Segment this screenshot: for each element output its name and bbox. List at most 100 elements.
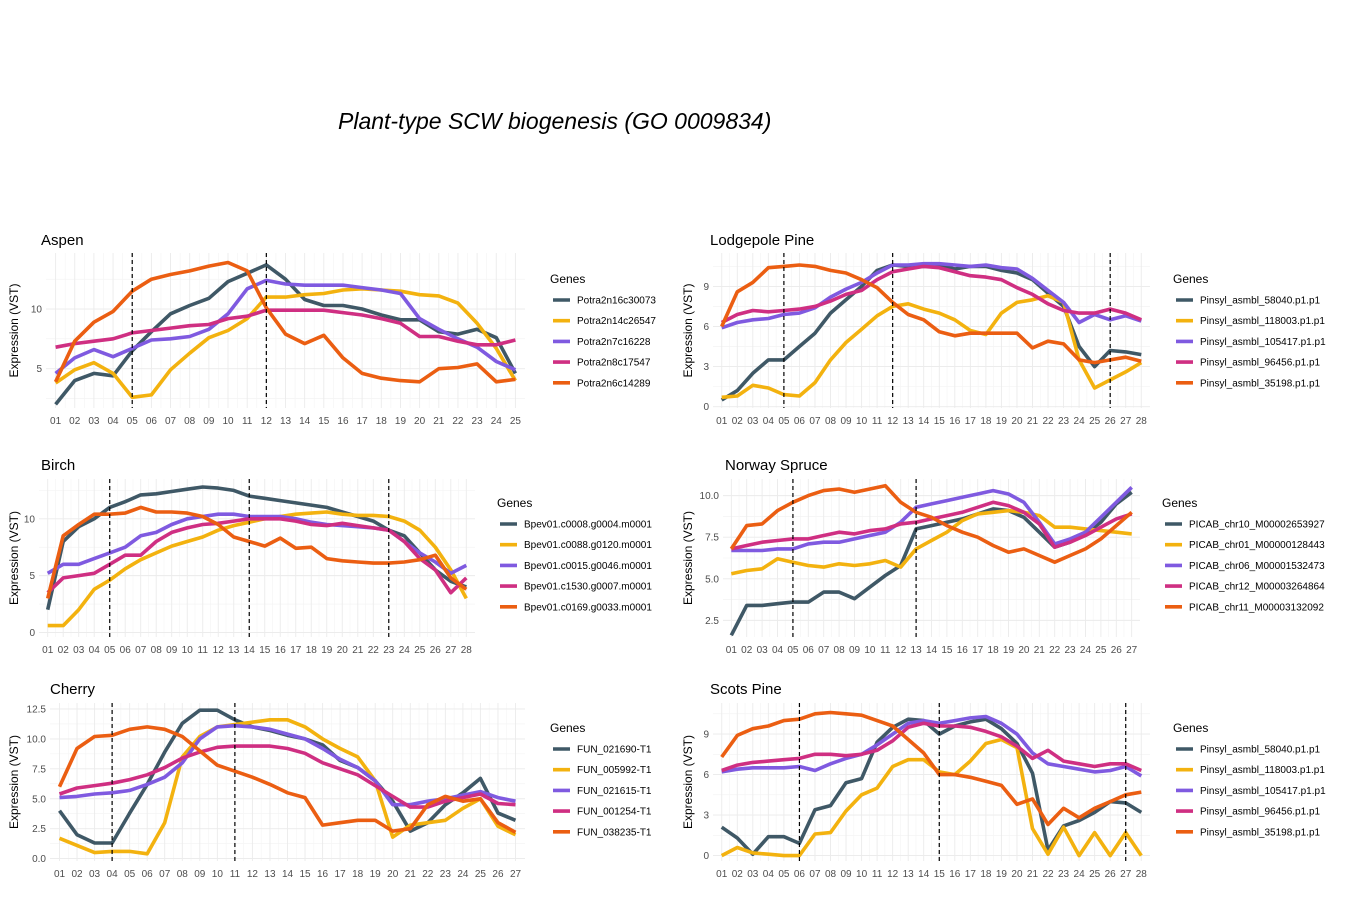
- x-tick-label: 04: [772, 645, 784, 656]
- chart-panel-3: 01 02 03 04 05 06 07 08 09 10 11 12 13 14 15 16 17 18 19 20…: [7, 457, 652, 656]
- x-tick-label: 20: [414, 416, 426, 427]
- x-tick-label: 11: [198, 645, 209, 656]
- x-tick-label: 23: [440, 869, 452, 880]
- legend-label: FUN_005992-T1: [577, 765, 652, 776]
- x-tick-label: 13: [228, 645, 240, 656]
- x-tick-label: 13: [903, 869, 915, 880]
- x-tick-label: 19: [321, 645, 333, 656]
- y-tick-label: 10: [24, 514, 36, 525]
- x-tick-label: 04: [107, 869, 119, 880]
- legend-label: Potra2n8c17547: [577, 358, 651, 369]
- panel-title: Aspen: [41, 232, 84, 249]
- y-tick-label: 6: [703, 322, 709, 333]
- x-tick-label: 05: [778, 869, 790, 880]
- x-tick-label: 06: [794, 416, 806, 427]
- y-tick-label: 0: [703, 402, 709, 413]
- x-tick-label: 28: [461, 645, 473, 656]
- y-tick-label: 6: [703, 770, 709, 781]
- x-tick-label: 15: [934, 416, 946, 427]
- x-tick-label: 16: [957, 645, 969, 656]
- series-line-5: [57, 725, 517, 834]
- x-tick-label: 10: [182, 645, 194, 656]
- x-tick-label: 21: [352, 645, 364, 656]
- x-tick-label: 18: [988, 645, 1000, 656]
- legend-title: Genes: [550, 272, 585, 286]
- x-tick-label: 07: [809, 416, 821, 427]
- x-tick-label: 07: [165, 416, 177, 427]
- panel-title: Lodgepole Pine: [710, 232, 814, 249]
- legend-label: PICAB_chr06_M00001532473: [1189, 561, 1325, 572]
- x-tick-label: 22: [1042, 869, 1054, 880]
- x-tick-label: 17: [972, 645, 984, 656]
- x-tick-label: 23: [1058, 416, 1070, 427]
- x-tick-label: 01: [54, 869, 66, 880]
- x-tick-label: 20: [1018, 645, 1030, 656]
- x-tick-label: 08: [177, 869, 189, 880]
- x-tick-label: 23: [383, 645, 395, 656]
- legend-label: Pinsyl_asmbl_105417.p1.p1: [1200, 337, 1326, 348]
- y-axis-label: Expression (VST): [7, 283, 21, 377]
- legend-label: PICAB_chr11_M00003132092: [1189, 602, 1324, 613]
- legend-title: Genes: [1173, 721, 1208, 735]
- x-tick-label: 12: [887, 416, 899, 427]
- x-tick-label: 14: [282, 869, 294, 880]
- x-tick-label: 03: [757, 645, 769, 656]
- x-tick-label: 06: [142, 869, 154, 880]
- y-tick-label: 0.0: [32, 854, 46, 865]
- legend-title: Genes: [497, 496, 532, 510]
- legend-label: Potra2n14c26547: [577, 316, 656, 327]
- y-axis-label: Expression (VST): [7, 511, 21, 605]
- x-tick-label: 16: [949, 869, 961, 880]
- y-tick-label: 10.0: [700, 491, 720, 502]
- x-tick-label: 03: [747, 869, 759, 880]
- y-tick-label: 0: [703, 851, 709, 862]
- x-tick-label: 02: [732, 416, 744, 427]
- x-tick-label: 20: [337, 645, 349, 656]
- x-tick-label: 15: [318, 416, 330, 427]
- x-tick-label: 28: [1136, 869, 1148, 880]
- x-tick-label: 24: [457, 869, 469, 880]
- x-tick-label: 10: [212, 869, 224, 880]
- x-tick-label: 10: [222, 416, 234, 427]
- x-tick-label: 22: [1049, 645, 1061, 656]
- y-tick-label: 9: [703, 730, 709, 741]
- legend-label: Potra2n7c16228: [577, 337, 651, 348]
- x-tick-label: 06: [120, 645, 132, 656]
- y-tick-label: 12.5: [27, 704, 47, 715]
- x-tick-label: 19: [1003, 645, 1015, 656]
- x-tick-label: 09: [166, 645, 178, 656]
- x-tick-label: 06: [803, 645, 815, 656]
- x-tick-label: 01: [50, 416, 62, 427]
- x-tick-label: 21: [1027, 416, 1039, 427]
- y-axis-label: Expression (VST): [7, 735, 21, 829]
- x-tick-label: 16: [949, 416, 961, 427]
- chart-panel-6: 01 02 03 04 05 06 07 08 09 10 11 12 13 14 15 16 17 18 19 20…: [681, 681, 1326, 880]
- x-tick-label: 27: [1126, 645, 1138, 656]
- figure-title: Plant-type SCW biogenesis (GO 0009834): [338, 108, 772, 134]
- x-tick-label: 23: [1065, 645, 1077, 656]
- legend-label: Pinsyl_asmbl_118003.p1.p1: [1200, 765, 1325, 776]
- x-tick-label: 15: [934, 869, 946, 880]
- x-tick-label: 15: [941, 645, 953, 656]
- series-line-3: [721, 714, 1143, 778]
- x-tick-label: 01: [716, 416, 728, 427]
- y-tick-label: 10.0: [27, 734, 47, 745]
- x-tick-label: 16: [317, 869, 329, 880]
- x-tick-label: 20: [1011, 416, 1023, 427]
- x-tick-label: 15: [259, 645, 271, 656]
- x-tick-label: 21: [1027, 869, 1039, 880]
- x-tick-label: 05: [104, 645, 116, 656]
- x-tick-label: 08: [834, 645, 846, 656]
- legend-label: FUN_021615-T1: [577, 786, 652, 797]
- x-tick-label: 10: [856, 869, 868, 880]
- y-tick-label: 5: [36, 364, 42, 375]
- y-tick-label: 7.5: [32, 764, 46, 775]
- chart-panel-5: 01 02 03 04 05 06 07 08 09 10 11 12 13 14 15 16 17 18 19 20…: [7, 681, 652, 880]
- x-tick-label: 21: [433, 416, 445, 427]
- x-tick-label: 02: [741, 645, 753, 656]
- x-tick-label: 22: [368, 645, 380, 656]
- y-tick-label: 9: [703, 282, 709, 293]
- x-tick-label: 27: [445, 645, 457, 656]
- legend-label: Potra2n6c14289: [577, 378, 651, 389]
